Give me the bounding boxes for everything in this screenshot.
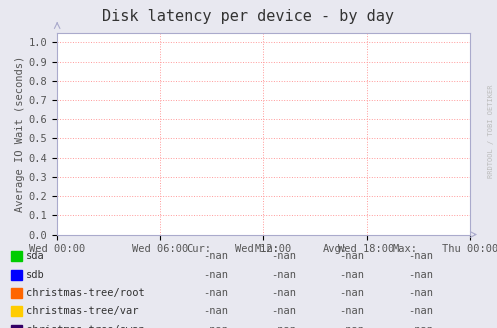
Text: RRDTOOL / TOBI OETIKER: RRDTOOL / TOBI OETIKER [488, 84, 494, 178]
Text: -nan: -nan [271, 306, 296, 317]
Text: -nan: -nan [204, 306, 229, 317]
Y-axis label: Average IO Wait (seconds): Average IO Wait (seconds) [14, 55, 24, 212]
Text: christmas-tree/swap: christmas-tree/swap [26, 325, 145, 328]
Text: -nan: -nan [204, 270, 229, 280]
Text: sdb: sdb [26, 270, 45, 280]
Text: -nan: -nan [409, 325, 433, 328]
Text: christmas-tree/var: christmas-tree/var [26, 306, 138, 317]
Text: -nan: -nan [339, 288, 364, 298]
Text: -nan: -nan [204, 325, 229, 328]
Text: Min:: Min: [255, 244, 280, 254]
Text: -nan: -nan [339, 306, 364, 317]
Text: -nan: -nan [271, 270, 296, 280]
Text: -nan: -nan [339, 251, 364, 261]
Text: -nan: -nan [409, 306, 433, 317]
Text: Avg:: Avg: [323, 244, 348, 254]
Text: -nan: -nan [409, 251, 433, 261]
Text: -nan: -nan [409, 288, 433, 298]
Text: -nan: -nan [204, 288, 229, 298]
Text: Max:: Max: [393, 244, 417, 254]
Text: Disk latency per device - by day: Disk latency per device - by day [102, 9, 395, 24]
Text: christmas-tree/root: christmas-tree/root [26, 288, 145, 298]
Text: -nan: -nan [271, 288, 296, 298]
Text: sda: sda [26, 251, 45, 261]
Text: -nan: -nan [271, 251, 296, 261]
Text: -nan: -nan [409, 270, 433, 280]
Text: -nan: -nan [339, 270, 364, 280]
Text: -nan: -nan [271, 325, 296, 328]
Text: -nan: -nan [204, 251, 229, 261]
Text: -nan: -nan [339, 325, 364, 328]
Text: Cur:: Cur: [186, 244, 211, 254]
